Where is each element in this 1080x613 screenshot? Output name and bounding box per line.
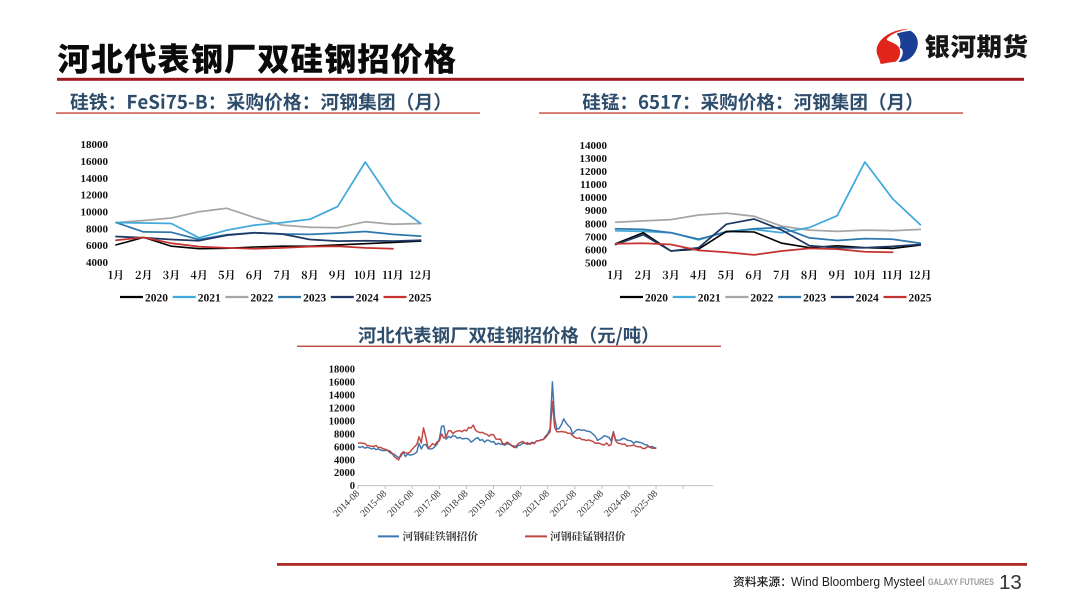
svg-text:5000: 5000 — [585, 258, 608, 270]
svg-text:16000: 16000 — [329, 378, 355, 389]
svg-text:12000: 12000 — [81, 190, 109, 202]
svg-text:2021: 2021 — [698, 292, 721, 304]
svg-text:2020: 2020 — [145, 292, 168, 304]
svg-text:14000: 14000 — [580, 140, 608, 152]
svg-text:14000: 14000 — [329, 390, 355, 401]
svg-text:2021: 2021 — [198, 292, 221, 304]
svg-text:16000: 16000 — [81, 156, 109, 168]
svg-text:12000: 12000 — [580, 166, 608, 178]
svg-text:18000: 18000 — [329, 365, 355, 376]
svg-text:2020: 2020 — [645, 292, 668, 304]
svg-text:2023: 2023 — [803, 292, 826, 304]
svg-text:2024: 2024 — [856, 292, 879, 304]
svg-text:12000: 12000 — [329, 403, 355, 414]
svg-text:10000: 10000 — [329, 416, 355, 427]
svg-text:13: 13 — [999, 571, 1022, 594]
svg-text:10000: 10000 — [580, 192, 608, 204]
svg-text:8000: 8000 — [334, 429, 355, 440]
svg-text:18000: 18000 — [81, 139, 109, 151]
svg-text:2024: 2024 — [356, 292, 379, 304]
svg-text:7000: 7000 — [585, 231, 608, 243]
svg-text:2023: 2023 — [303, 292, 326, 304]
svg-text:2022: 2022 — [250, 292, 273, 304]
svg-text:6000: 6000 — [334, 442, 355, 453]
svg-text:8000: 8000 — [86, 223, 109, 235]
svg-text:13000: 13000 — [580, 153, 608, 165]
svg-text:2025: 2025 — [409, 292, 432, 304]
svg-text:GALAXY FUTURES: GALAXY FUTURES — [928, 577, 994, 588]
svg-text:4000: 4000 — [334, 455, 355, 466]
svg-text:4000: 4000 — [86, 257, 109, 269]
svg-text:8000: 8000 — [585, 218, 608, 230]
svg-text:6000: 6000 — [86, 240, 109, 252]
svg-text:10000: 10000 — [81, 207, 109, 219]
svg-text:9000: 9000 — [585, 205, 608, 217]
svg-text:2025: 2025 — [909, 292, 932, 304]
svg-text:Wind Bloomberg Mysteel: Wind Bloomberg Mysteel — [791, 575, 925, 589]
svg-text:11000: 11000 — [580, 179, 607, 191]
svg-text:6000: 6000 — [585, 245, 608, 257]
svg-text:2000: 2000 — [334, 468, 355, 479]
svg-text:2022: 2022 — [750, 292, 773, 304]
svg-text:14000: 14000 — [81, 173, 109, 185]
svg-text:0: 0 — [350, 481, 355, 492]
